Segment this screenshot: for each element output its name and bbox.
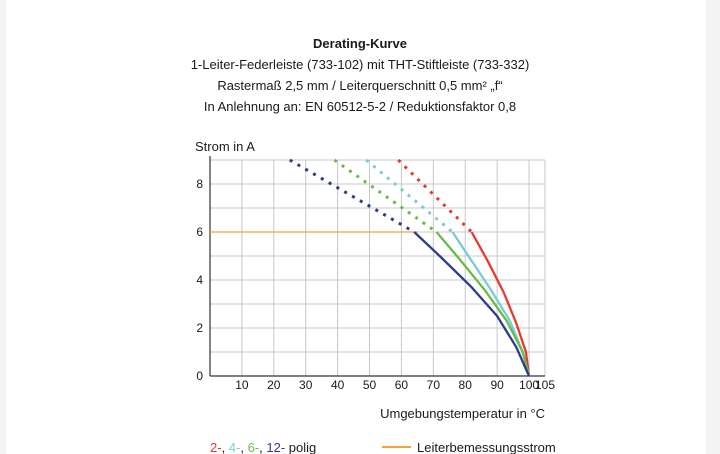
- legend-pole-part: ,: [222, 440, 229, 454]
- chart-title: Derating-Kurve: [313, 36, 407, 51]
- chart-titles: Derating-Kurve 1-Leiter-Federleiste (733…: [0, 33, 720, 117]
- axes: [209, 156, 545, 377]
- legend-pole-part: 6-: [248, 440, 260, 454]
- series-solid-line: [470, 231, 531, 377]
- legend-rated-label: Leiterbemessungsstrom: [417, 440, 556, 454]
- x-tick-label: 20: [267, 378, 281, 392]
- legend-pole-part: polig: [285, 440, 316, 454]
- legend-pole-part: ,: [240, 440, 247, 454]
- x-tick-label: 105: [535, 378, 555, 392]
- x-tick-label: 40: [331, 378, 345, 392]
- series-solid-line: [435, 231, 531, 377]
- x-tick-label: 70: [427, 378, 441, 392]
- y-tick-label: 2: [196, 321, 203, 335]
- series-dashed-line: [333, 158, 438, 234]
- x-tick-label: 90: [490, 378, 504, 392]
- legend-pole-part: 2-: [210, 440, 222, 454]
- x-tick-label: 100: [519, 378, 539, 392]
- chart-card: [6, 0, 706, 454]
- legend-pole-part: 4-: [229, 440, 241, 454]
- x-tick-label: 80: [459, 378, 473, 392]
- legend-pole-part: 12-: [266, 440, 285, 454]
- series-solid-line: [413, 231, 531, 377]
- grid: [210, 159, 546, 376]
- y-tick-label: 0: [196, 369, 203, 383]
- x-tick-label: 50: [363, 378, 377, 392]
- x-tick-label: 60: [395, 378, 409, 392]
- series-dashed-line: [365, 158, 454, 234]
- x-tick-label: 30: [299, 378, 313, 392]
- chart-subtitle-2: Rastermaß 2,5 mm / Leiterquerschnitt 0,5…: [217, 78, 503, 93]
- x-axis-label: Umgebungstemperatur in °C: [380, 406, 545, 421]
- legend-poles-text: 2-, 4-, 6-, 12- polig: [210, 440, 316, 454]
- y-axis-label: Strom in A: [195, 139, 255, 154]
- y-tick-label: 8: [196, 177, 203, 191]
- chart-subtitle-3: In Anlehnung an: EN 60512-5-2 / Reduktio…: [203, 99, 517, 114]
- series-group: [210, 158, 531, 377]
- legend-pole-part: ,: [259, 440, 266, 454]
- chart-subtitle-1: 1-Leiter-Federleiste (733-102) mit THT-S…: [190, 57, 530, 72]
- x-tick-label: 10: [235, 378, 249, 392]
- y-tick-label: 4: [196, 273, 203, 287]
- y-tick-label: 6: [196, 225, 203, 239]
- legend: 2-, 4-, 6-, 12- polig Leiterbemessungsstr…: [210, 440, 556, 454]
- series-dashed-line: [289, 158, 415, 234]
